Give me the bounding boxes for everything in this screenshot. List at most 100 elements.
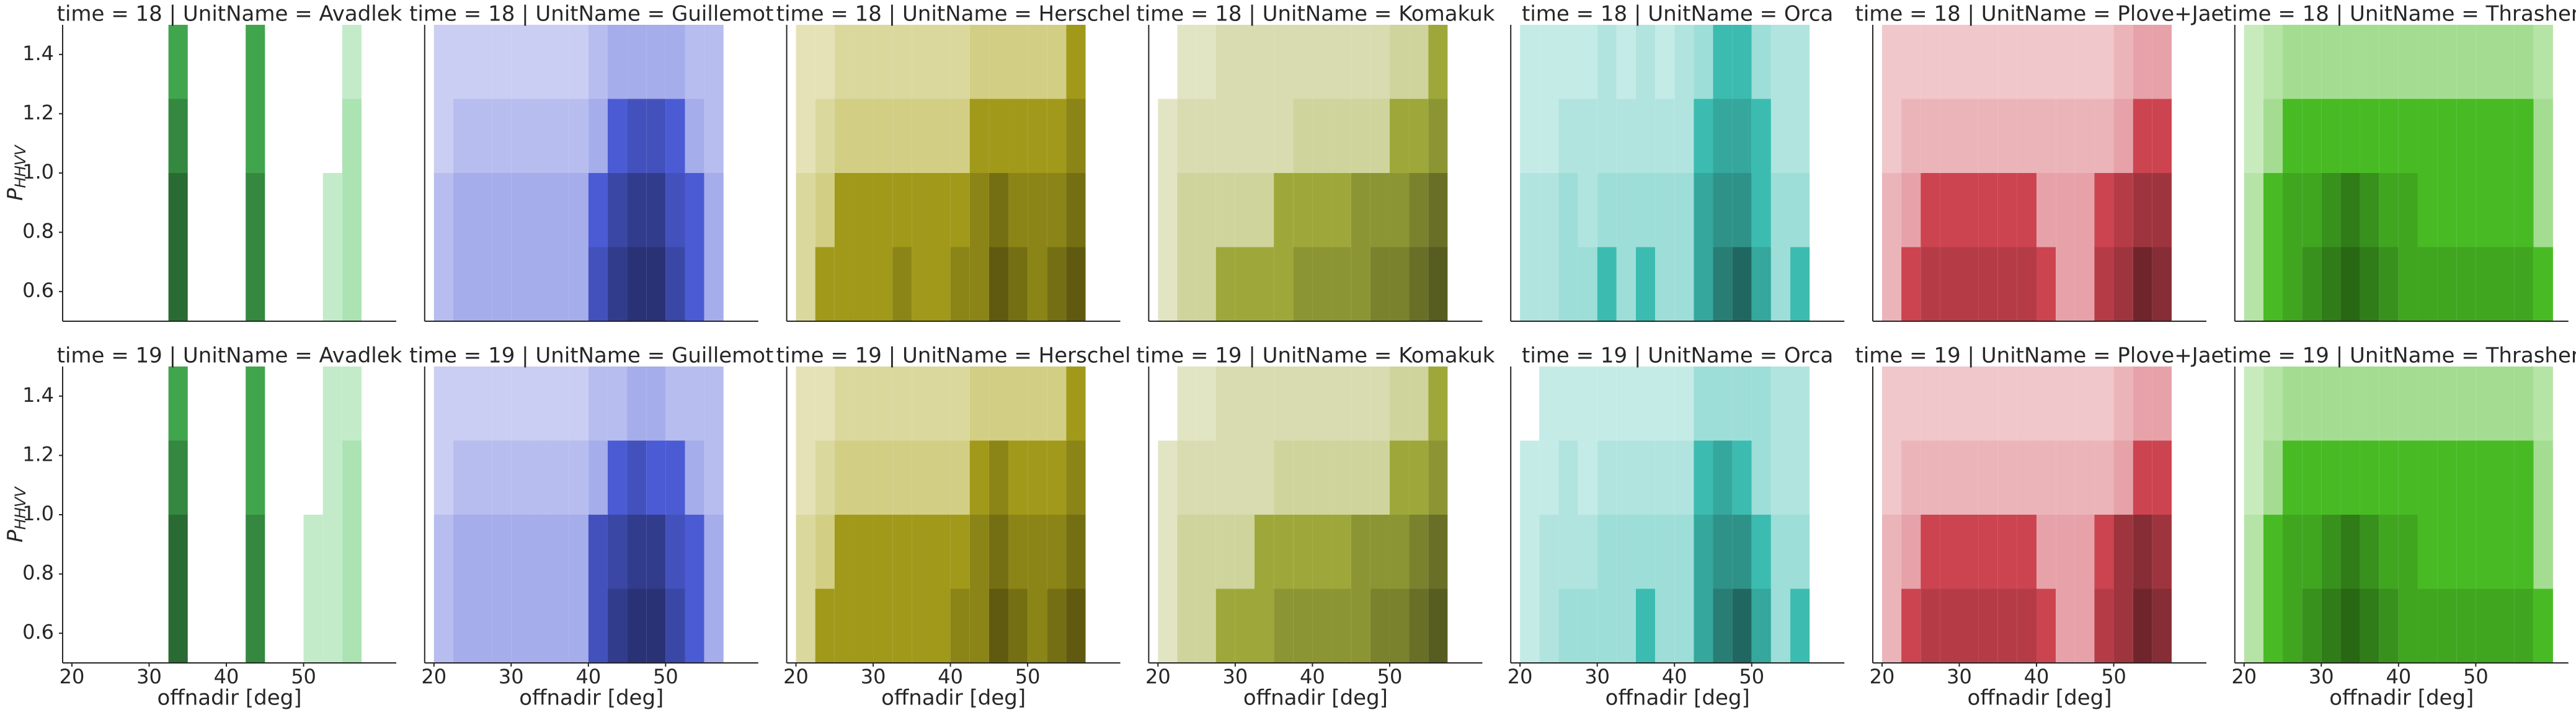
heatmap-cell <box>1732 247 1752 321</box>
heatmap-cell <box>1790 173 1810 247</box>
heatmap-cell <box>1389 25 1410 99</box>
heatmap-cell <box>1674 247 1694 321</box>
heatmap-cell <box>1616 515 1636 589</box>
x-tick-label: 50 <box>2463 665 2489 688</box>
x-tick-label: 20 <box>421 665 446 688</box>
heatmap-cell <box>1066 99 1086 173</box>
heatmap-cell <box>342 588 362 663</box>
heatmap-cell <box>1293 515 1313 589</box>
heatmap-cell <box>1274 173 1294 247</box>
x-tick-label: 40 <box>1300 665 1325 688</box>
heatmap-cell <box>931 25 951 99</box>
heatmap-cell <box>246 247 265 321</box>
heatmap-cell <box>1978 25 1998 99</box>
heatmap-cell <box>627 515 647 589</box>
heatmap-cell <box>853 25 874 99</box>
heatmap-cell <box>2094 247 2114 321</box>
heatmap-cell <box>607 99 628 173</box>
heatmap-cell <box>1196 173 1216 247</box>
heatmap-cell <box>2321 173 2341 247</box>
heatmap-cell <box>1751 440 1771 515</box>
y-axis-label-main: P <box>3 188 28 201</box>
heatmap-cell <box>1978 99 1998 173</box>
heatmap-cell <box>2514 173 2534 247</box>
heatmap-cell <box>1997 366 2017 441</box>
heatmap-cell <box>2417 247 2438 321</box>
heatmap-cell <box>931 515 951 589</box>
heatmap-cell <box>1978 247 1998 321</box>
heatmap-cell <box>1558 99 1578 173</box>
heatmap-cell <box>1370 440 1390 515</box>
heatmap-cell <box>2417 99 2438 173</box>
heatmap-cell <box>1790 247 1810 321</box>
heatmap-cell <box>1558 25 1578 99</box>
heatmap-cell <box>1616 440 1636 515</box>
heatmap-cell <box>1274 25 1294 99</box>
heatmap-cell <box>569 366 588 441</box>
heatmap-cell <box>2263 588 2283 663</box>
heatmap-cell <box>2302 25 2322 99</box>
heatmap-cell <box>453 366 473 441</box>
heatmap-cell <box>1635 247 1656 321</box>
heatmap-cell <box>2398 247 2418 321</box>
heatmap-cell <box>433 25 453 99</box>
heatmap-cell <box>912 440 931 515</box>
heatmap-cell <box>1215 440 1235 515</box>
heatmap-cell <box>2283 247 2303 321</box>
y-tick-label: 1.0 <box>22 502 54 525</box>
heatmap-cell <box>1790 515 1810 589</box>
heatmap-cell <box>530 247 550 321</box>
heatmap-cell <box>988 588 1009 663</box>
heatmap-cell <box>1274 515 1294 589</box>
heatmap-cell <box>1655 366 1675 441</box>
heatmap-cell <box>2075 366 2095 441</box>
heatmap-cell <box>1235 366 1255 441</box>
heatmap-cell <box>873 440 893 515</box>
heatmap-cell <box>1351 588 1370 663</box>
heatmap-cell <box>549 515 569 589</box>
heatmap-cell <box>1331 25 1351 99</box>
heatmap-cell <box>2437 588 2457 663</box>
heatmap-cell <box>1539 173 1559 247</box>
heatmap-cell <box>1694 440 1713 515</box>
heatmap-cell <box>969 173 989 247</box>
x-tick-label: 30 <box>1947 665 1972 688</box>
y-axis-label-main: P <box>3 530 28 543</box>
heatmap-cell <box>1558 440 1578 515</box>
heatmap-cell <box>665 173 685 247</box>
heatmap-cell <box>988 247 1009 321</box>
heatmap-cell <box>1578 99 1597 173</box>
heatmap-cell <box>1694 99 1713 173</box>
heatmap-cell <box>796 588 815 663</box>
x-tick-label: 40 <box>214 665 239 688</box>
heatmap-cell <box>1177 25 1197 99</box>
heatmap-cell <box>2360 99 2379 173</box>
heatmap-cell <box>2133 366 2152 441</box>
heatmap-cell <box>2056 99 2076 173</box>
heatmap-cell <box>1921 247 1940 321</box>
heatmap-cell <box>665 588 685 663</box>
heatmap-cell <box>1028 25 1047 99</box>
heatmap-cell <box>892 366 912 441</box>
heatmap-cell <box>2263 440 2283 515</box>
heatmap-cell <box>1215 173 1235 247</box>
heatmap-cell <box>1881 247 1902 321</box>
heatmap-cell <box>2302 515 2322 589</box>
heatmap-cell <box>685 25 704 99</box>
heatmap-cell <box>2056 440 2076 515</box>
heatmap-cell <box>892 247 912 321</box>
heatmap-cell <box>1312 25 1332 99</box>
heatmap-cell <box>873 99 893 173</box>
heatmap-cell <box>796 515 815 589</box>
heatmap-cell <box>1331 247 1351 321</box>
heatmap-cell <box>588 366 608 441</box>
heatmap-cell <box>473 247 492 321</box>
heatmap-cell <box>1751 588 1771 663</box>
heatmap-cell <box>2514 366 2534 441</box>
heatmap-cell <box>815 515 835 589</box>
heatmap-cell <box>2398 588 2418 663</box>
heatmap-cells <box>433 366 724 663</box>
heatmap-cell <box>473 588 492 663</box>
heatmap-cell <box>1235 173 1255 247</box>
heatmap-cell <box>1331 99 1351 173</box>
